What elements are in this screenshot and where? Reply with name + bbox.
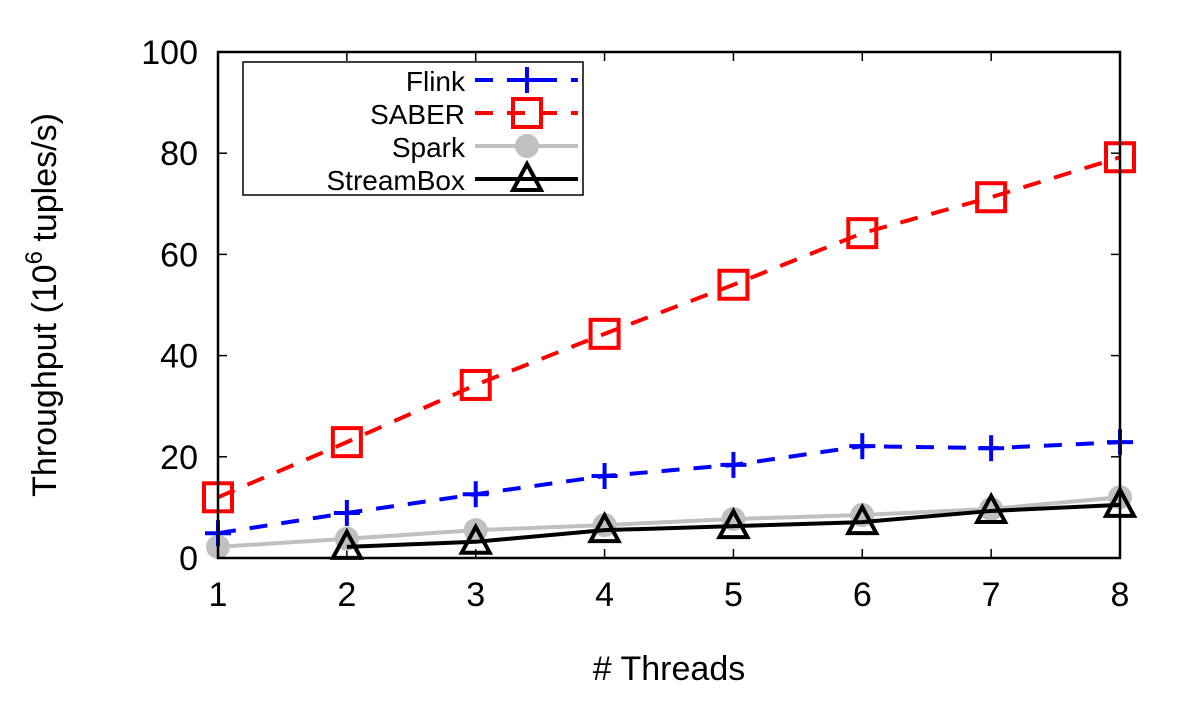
flink-point	[591, 463, 618, 490]
y-tick-label: 0	[179, 540, 198, 578]
x-tick-label: 8	[1111, 576, 1130, 614]
streambox-point	[973, 491, 1009, 524]
flink-point	[849, 433, 876, 460]
x-tick-label: 6	[853, 576, 872, 614]
streambox-point	[716, 506, 751, 540]
series-flink	[205, 429, 1133, 547]
y-tick-label: 100	[141, 34, 198, 72]
x-tick-label: 4	[595, 576, 614, 614]
plot-frame	[216, 50, 1122, 560]
series-streambox	[329, 485, 1138, 560]
legend-label-flink: Flink	[406, 66, 466, 97]
y-axis-label: Throughput (106 tuples/s)	[21, 113, 64, 497]
y-tick-label: 80	[160, 135, 198, 173]
flink-line	[217, 440, 1121, 536]
y-tick-label: 60	[160, 236, 198, 274]
x-tick-label: 2	[337, 576, 356, 614]
saber-line	[217, 155, 1121, 500]
x-axis-label: # Threads	[593, 650, 745, 688]
legend-marker-saber	[511, 97, 543, 129]
x-tick-label: 3	[466, 576, 485, 614]
streambox-point	[844, 502, 880, 536]
x-tick-label: 1	[209, 576, 228, 614]
legend-marker-flink	[514, 67, 540, 93]
flink-point	[720, 451, 747, 478]
x-tick-label: 5	[724, 576, 743, 614]
saber-point	[588, 317, 621, 350]
streambox-point	[458, 522, 494, 555]
y-tick-label: 20	[160, 439, 198, 477]
legend-label-saber: SABER	[370, 99, 465, 130]
saber-point	[459, 368, 492, 401]
y-tick-label: 40	[160, 338, 198, 376]
flink-point	[333, 499, 360, 526]
spark-line	[217, 495, 1121, 549]
saber-point	[330, 426, 363, 459]
flink-point	[462, 481, 489, 508]
legend-marker-streambox	[509, 159, 545, 192]
saber-point	[717, 268, 750, 301]
streambox-line	[346, 502, 1121, 549]
legend-label-streambox: StreamBox	[327, 165, 466, 196]
legend-label-spark: Spark	[392, 132, 466, 163]
saber-point	[975, 181, 1008, 214]
x-tick-label: 7	[982, 576, 1001, 614]
series-saber	[202, 141, 1136, 514]
streambox-point	[587, 510, 622, 544]
saber-point	[846, 217, 879, 250]
legend-marker-spark	[515, 134, 539, 158]
flink-point	[978, 435, 1005, 462]
